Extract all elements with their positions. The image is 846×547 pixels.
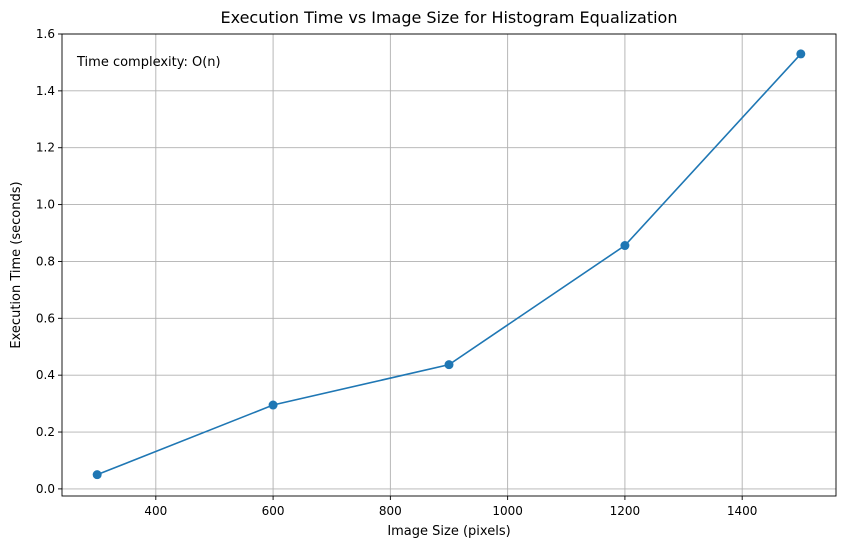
data-point	[268, 400, 278, 410]
data-point	[444, 360, 454, 370]
y-tick-label: 0.2	[36, 425, 55, 439]
grid-lines	[62, 33, 836, 496]
x-tick-label: 1000	[492, 504, 523, 518]
y-tick-label: 1.4	[36, 84, 55, 98]
y-tick-label: 0.8	[36, 254, 55, 268]
data-point	[92, 470, 102, 480]
x-tick-label: 1200	[610, 504, 641, 518]
plot-frame	[61, 33, 837, 497]
x-tick-label: 600	[262, 504, 285, 518]
x-axis-label: Image Size (pixels)	[387, 524, 510, 539]
y-tick-label: 0.4	[36, 368, 55, 382]
y-tick-label: 0.0	[36, 482, 55, 496]
chart-title: Execution Time vs Image Size for Histogr…	[221, 8, 678, 27]
axis-ticks: 400 600 800 1000 1200 1400 0.0 0.2 0.4 0.6 0.8 1.0 1…	[36, 27, 758, 518]
x-tick-label: 1400	[727, 504, 758, 518]
x-tick-label: 800	[379, 504, 402, 518]
data-point	[796, 49, 806, 59]
data-point	[620, 241, 630, 251]
x-tick-label: 400	[144, 504, 167, 518]
y-tick-label: 1.6	[36, 27, 55, 41]
y-tick-label: 0.6	[36, 311, 55, 325]
data-series	[92, 49, 806, 480]
series-line	[96, 53, 802, 476]
y-tick-label: 1.2	[36, 141, 55, 155]
y-axis-label: Execution Time (seconds)	[9, 181, 24, 348]
complexity-annotation: Time complexity: O(n)	[76, 55, 221, 70]
y-tick-label: 1.0	[36, 198, 55, 212]
